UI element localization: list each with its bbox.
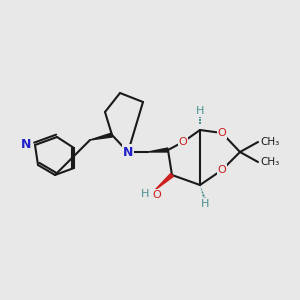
Polygon shape [148, 148, 168, 152]
Polygon shape [155, 173, 173, 190]
Text: H: H [141, 189, 149, 199]
Text: N: N [123, 146, 133, 158]
Text: H: H [201, 199, 209, 209]
Text: H: H [196, 106, 204, 116]
Text: CH₃: CH₃ [260, 137, 279, 147]
Text: O: O [218, 165, 226, 175]
Text: O: O [218, 128, 226, 138]
Polygon shape [90, 133, 112, 140]
Text: CH₃: CH₃ [260, 157, 279, 167]
Text: N: N [21, 139, 31, 152]
Text: O: O [153, 190, 161, 200]
Text: O: O [178, 137, 188, 147]
